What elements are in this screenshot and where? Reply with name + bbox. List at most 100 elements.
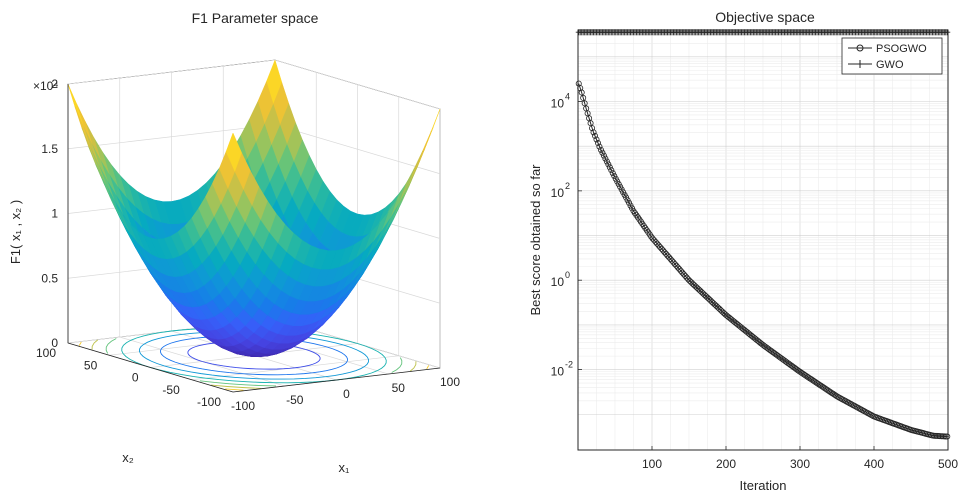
data-point	[666, 254, 673, 261]
x-tick-label: -100	[231, 399, 255, 413]
contour-line	[105, 338, 117, 354]
axes-frame	[577, 29, 949, 451]
data-point	[680, 271, 687, 278]
data-point	[608, 167, 615, 174]
data-point	[794, 367, 801, 374]
data-point	[671, 261, 678, 268]
data-point	[853, 404, 860, 411]
data-point	[849, 401, 856, 408]
data-point	[596, 143, 603, 150]
data-point	[676, 266, 683, 273]
x-tick-label: 400	[864, 457, 884, 471]
data-point	[605, 161, 612, 168]
data-point	[806, 375, 813, 382]
data-point	[654, 240, 661, 247]
data-point	[590, 129, 597, 136]
z-tick-label: 1	[51, 207, 58, 221]
contour-line	[210, 384, 262, 389]
data-point	[674, 264, 681, 271]
x-tick-label: 0	[343, 387, 350, 401]
data-point	[808, 376, 815, 383]
data-point	[814, 380, 821, 387]
data-point	[682, 272, 689, 279]
data-point	[859, 407, 866, 414]
contour-line	[391, 357, 403, 373]
y-tick-exponent: 4	[565, 91, 570, 101]
contour-line	[199, 380, 277, 387]
x-tick-label: 500	[938, 457, 958, 471]
y-axis-line	[67, 342, 234, 393]
surface-patch	[225, 132, 242, 172]
data-point	[836, 394, 843, 401]
data-point	[830, 390, 837, 397]
data-point	[593, 136, 600, 143]
z-tick-label: 0.5	[41, 271, 58, 285]
axes-box-front	[67, 84, 441, 393]
data-point	[821, 385, 828, 392]
data-point	[828, 389, 835, 396]
data-point	[815, 381, 822, 388]
data-point	[658, 245, 665, 252]
chart-title: F1 Parameter space	[192, 10, 319, 26]
data-point	[833, 392, 840, 399]
chart-title: Objective space	[715, 9, 815, 25]
data-point	[824, 386, 831, 393]
data-point	[602, 155, 609, 162]
data-point	[648, 233, 655, 240]
y-tick-label: -50	[162, 383, 180, 397]
data-point	[812, 379, 819, 386]
y-tick-label: 10	[551, 365, 565, 379]
contour-line	[78, 341, 82, 346]
data-point	[677, 267, 684, 274]
data-point	[599, 149, 606, 156]
data-point	[831, 391, 838, 398]
data-point	[679, 269, 686, 276]
data-point	[609, 170, 616, 177]
data-point	[663, 250, 670, 257]
contour-line	[91, 339, 99, 350]
legend-box	[841, 37, 943, 75]
z-tick-label: 2	[51, 77, 58, 91]
y-tick-label: -100	[197, 395, 221, 409]
data-point	[852, 403, 859, 410]
data-point	[858, 406, 865, 413]
data-point	[594, 140, 601, 147]
x-axis-label: x₁	[339, 460, 351, 475]
y-tick-label: 10	[551, 186, 565, 200]
surface-mesh	[67, 59, 441, 357]
x-tick-label: 100	[642, 457, 662, 471]
data-point	[819, 384, 826, 391]
contour-line	[409, 361, 417, 372]
data-point	[668, 257, 675, 264]
grid	[577, 30, 949, 450]
data-point	[651, 237, 658, 244]
z-tick-label: 0	[51, 336, 58, 350]
data-point	[796, 368, 803, 375]
data-point	[800, 371, 807, 378]
data-point	[664, 252, 671, 259]
data-point	[589, 125, 596, 132]
y-tick-exponent: 0	[565, 270, 570, 280]
x-tick-label: 200	[716, 457, 736, 471]
data-point	[667, 255, 674, 262]
data-point	[845, 399, 852, 406]
data-point	[799, 370, 806, 377]
y-tick-label: 0	[132, 371, 139, 385]
data-point	[811, 378, 818, 385]
data-point	[846, 400, 853, 407]
data-point	[661, 249, 668, 256]
data-point	[657, 244, 664, 251]
y-tick-label: 100	[36, 346, 56, 360]
data-point	[862, 409, 869, 416]
data-point	[797, 369, 804, 376]
data-point	[842, 397, 849, 404]
data-point	[802, 372, 809, 379]
data-point	[683, 274, 690, 281]
data-point	[843, 398, 850, 405]
x-tick-label: 300	[790, 457, 810, 471]
legend-marker-psogwo	[856, 44, 864, 52]
data-point	[848, 401, 855, 408]
